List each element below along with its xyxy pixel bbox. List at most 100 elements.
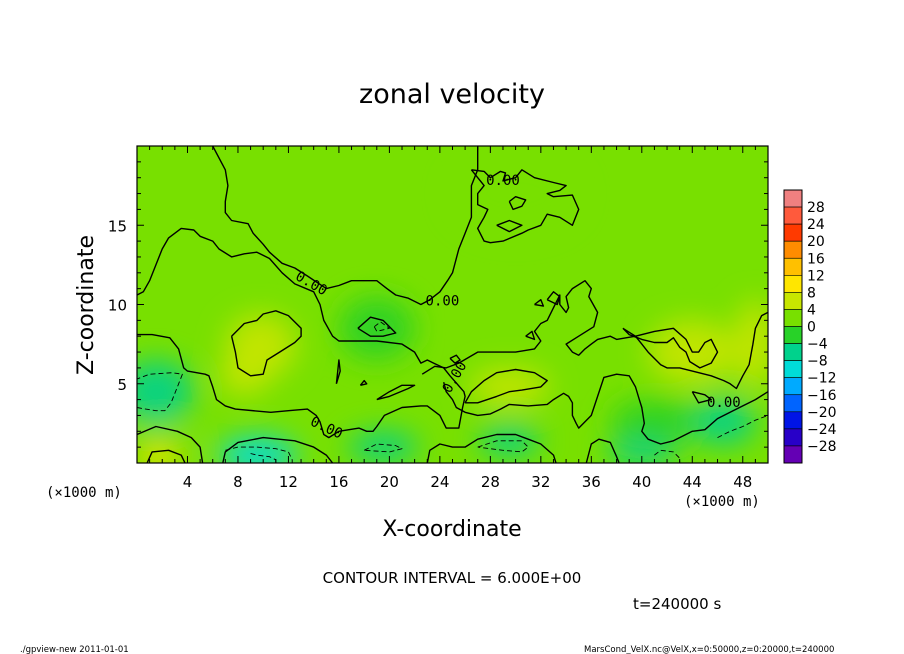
contour-line-negative — [654, 449, 681, 463]
x-tick-label: 24 — [430, 473, 449, 491]
contour-line — [496, 219, 523, 233]
contour-line-negative — [717, 414, 768, 439]
field-region — [610, 399, 699, 448]
colorbar-label: 12 — [807, 268, 825, 284]
contour-line — [691, 391, 712, 404]
x-unit-left: (×1000 m) — [46, 485, 122, 501]
plot-area: 0.000.000.000.000.000.00 — [137, 146, 768, 463]
colorbar-swatch — [783, 257, 803, 276]
x-tick-label: 40 — [632, 473, 651, 491]
contour-line — [357, 316, 397, 337]
contour-line-negative — [363, 443, 403, 453]
colorbar-swatch — [783, 428, 803, 447]
y-tick-label: 15 — [108, 217, 127, 235]
contour-line — [525, 330, 536, 341]
contour-line — [464, 368, 548, 404]
contour-line — [426, 433, 557, 463]
contour-line — [359, 379, 368, 386]
contour-line — [470, 169, 580, 244]
colorbar-label: 28 — [807, 200, 825, 216]
contour-label: 0.00 — [426, 293, 460, 309]
field-region — [606, 440, 678, 463]
colorbar-swatch — [783, 223, 803, 242]
contour-line — [212, 146, 479, 306]
contour-line — [449, 354, 461, 364]
time-stamp: t=240000 s — [633, 595, 721, 613]
y-axis: 5 10 15 — [108, 145, 768, 464]
x-tick-label: 12 — [279, 473, 298, 491]
contour-line — [137, 425, 204, 463]
colorbar-label: −4 — [807, 337, 828, 353]
contour-interval: CONTOUR INTERVAL = 6.000E+00 — [323, 569, 582, 587]
field-region — [137, 359, 194, 424]
field-region — [219, 356, 270, 395]
colorbar-swatch — [783, 206, 803, 225]
footer-source: MarsCond_VelX.nc@VelX,x=0:50000,z=0:2000… — [584, 645, 834, 654]
colorbar-label: 16 — [807, 251, 825, 267]
colorbar-swatch — [783, 326, 803, 344]
colorbar-label: −20 — [807, 405, 837, 421]
y-tick-label: 10 — [108, 297, 127, 315]
colorbar-label: 24 — [807, 217, 825, 233]
colorbar-swatch — [783, 240, 803, 259]
colorbar-swatch — [783, 275, 803, 293]
contour-line — [622, 327, 719, 369]
x-tick-label: 28 — [481, 473, 500, 491]
field-region — [139, 445, 178, 463]
contour-labels: 0.000.000.000.000.000.00 — [293, 173, 741, 443]
x-tick-label: 16 — [329, 473, 348, 491]
contour-line-negative — [225, 446, 293, 463]
x-tick-label: 20 — [380, 473, 399, 491]
colorbar-swatch — [783, 377, 803, 396]
colorbar-label: 20 — [807, 234, 825, 250]
x-tick-label: 48 — [733, 473, 752, 491]
contour-line — [335, 359, 341, 385]
y-tick-label: 5 — [117, 376, 127, 394]
field-region — [735, 299, 768, 389]
contour-label: 0.00 — [707, 395, 741, 411]
contour-line — [585, 438, 620, 463]
x-unit-right: (×1000 m) — [684, 494, 760, 510]
contour-line — [508, 196, 527, 211]
colorbar-label: 4 — [807, 302, 816, 318]
x-axis: 4 8 12 16 20 24 28 32 36 40 44 48 — [136, 146, 769, 491]
field-regions — [137, 153, 768, 463]
x-tick-label: 44 — [683, 473, 702, 491]
colorbar-label: 0 — [807, 320, 816, 336]
field-region — [692, 398, 756, 446]
colorbar-swatch — [783, 394, 803, 413]
x-axis-label: X-coordinate — [382, 517, 521, 542]
x-tick-label: 32 — [531, 473, 550, 491]
field-region — [338, 296, 415, 360]
contour-line — [546, 291, 561, 306]
field-region — [452, 153, 579, 234]
colorbar-swatch — [783, 411, 803, 430]
colorbar-label: 8 — [807, 285, 816, 301]
contour-line — [376, 384, 416, 401]
contour-lines — [137, 146, 768, 463]
contour-line-negative — [137, 372, 183, 412]
contour-line-negative — [373, 321, 390, 332]
colorbar-label: −8 — [807, 354, 828, 370]
colorbar-swatch — [783, 292, 803, 310]
contour-line — [146, 449, 186, 463]
colorbar-swatch — [783, 360, 803, 378]
colorbar-swatch — [783, 309, 803, 327]
x-tick-label: 8 — [233, 473, 243, 491]
colorbar-label: −16 — [807, 388, 837, 404]
contour-label: 0.00 — [486, 173, 520, 189]
contour-line — [443, 373, 768, 445]
field-region — [232, 450, 274, 463]
contour-line — [421, 280, 768, 390]
y-axis-label: Z-coordinate — [74, 235, 99, 375]
colorbar-label: −28 — [807, 439, 837, 455]
colorbar-label: −24 — [807, 422, 837, 438]
colorbar-label: −12 — [807, 371, 837, 387]
field-region — [347, 431, 419, 463]
chart-title: zonal velocity — [359, 79, 545, 110]
contour-line — [534, 299, 545, 307]
colorbar-swatch — [783, 343, 803, 361]
contour-line — [137, 227, 466, 439]
colorbar-swatch — [783, 189, 803, 208]
